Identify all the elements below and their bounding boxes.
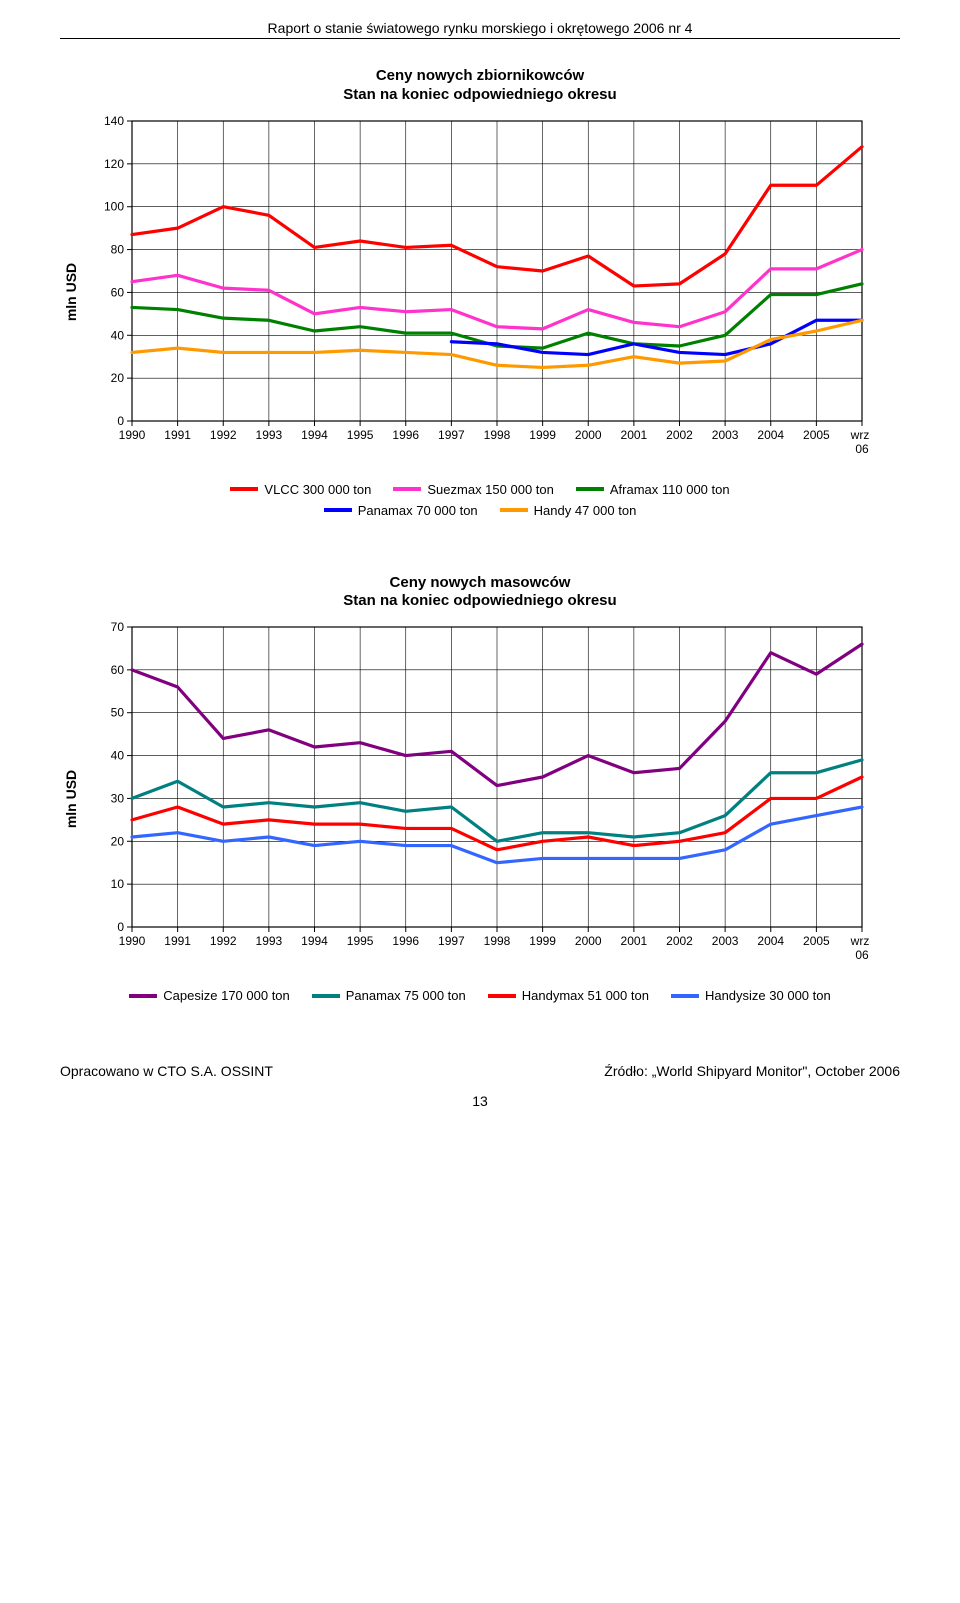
legend-swatch [393,487,421,491]
svg-text:2002: 2002 [666,934,693,948]
legend-item: Panamax 75 000 ton [312,988,466,1003]
svg-text:1995: 1995 [347,934,374,948]
svg-text:2002: 2002 [666,428,693,442]
svg-text:1998: 1998 [484,934,511,948]
page-number: 13 [60,1093,900,1109]
page-header: Raport o stanie światowego rynku morskie… [60,20,900,39]
svg-text:80: 80 [111,242,125,256]
legend-label: Panamax 70 000 ton [358,503,478,518]
svg-text:06: 06 [855,948,869,962]
chart2-title: Ceny nowych masowców Stan na koniec odpo… [60,574,900,612]
svg-text:2004: 2004 [757,428,784,442]
svg-text:0: 0 [117,920,124,934]
svg-text:140: 140 [104,114,124,128]
svg-text:1994: 1994 [301,428,328,442]
legend-item: VLCC 300 000 ton [230,482,371,497]
legend-item: Handysize 30 000 ton [671,988,831,1003]
svg-text:2003: 2003 [712,428,739,442]
svg-text:1994: 1994 [301,934,328,948]
legend-item: Panamax 70 000 ton [324,503,478,518]
svg-text:60: 60 [111,663,125,677]
chart-tankers: Ceny nowych zbiornikowców Stan na koniec… [60,67,900,518]
svg-text:60: 60 [111,285,125,299]
svg-text:1998: 1998 [484,428,511,442]
svg-text:1991: 1991 [164,934,191,948]
svg-text:120: 120 [104,156,124,170]
chart-svg: 0 20 40 60 80 100 120 140 1990 1991 1992 1993 1994 19… [90,113,870,469]
footer-left: Opracowano w CTO S.A. OSSINT [60,1063,273,1079]
legend-label: Suezmax 150 000 ton [427,482,553,497]
chart-bulkers: Ceny nowych masowców Stan na koniec odpo… [60,574,900,1004]
svg-text:1992: 1992 [210,934,237,948]
svg-text:2001: 2001 [621,934,648,948]
chart1-title: Ceny nowych zbiornikowców Stan na koniec… [60,67,900,105]
svg-text:1996: 1996 [392,428,419,442]
legend-item: Capesize 170 000 ton [129,988,289,1003]
svg-text:wrz-: wrz- [850,934,870,948]
svg-text:70: 70 [111,620,125,634]
svg-text:2004: 2004 [757,934,784,948]
svg-text:2005: 2005 [803,428,830,442]
legend-item: Handy 47 000 ton [500,503,637,518]
chart2-legend: Capesize 170 000 ton Panamax 75 000 ton Ha… [90,988,870,1003]
svg-text:1996: 1996 [392,934,419,948]
svg-text:1999: 1999 [529,934,556,948]
svg-text:40: 40 [111,328,125,342]
svg-text:06: 06 [855,442,869,456]
svg-text:2000: 2000 [575,934,602,948]
svg-text:1995: 1995 [347,428,374,442]
svg-text:1993: 1993 [256,934,283,948]
svg-text:1990: 1990 [119,934,146,948]
legend-swatch [129,994,157,998]
chart1-ylabel: mln USD [63,263,79,321]
svg-text:1991: 1991 [164,428,191,442]
svg-text:wrz-: wrz- [850,428,870,442]
footer: Opracowano w CTO S.A. OSSINT Źródło: „Wo… [60,1063,900,1079]
legend-label: Handy 47 000 ton [534,503,637,518]
chart2-title-line2: Stan na koniec odpowiedniego okresu [343,592,616,609]
legend-swatch [230,487,258,491]
legend-label: VLCC 300 000 ton [264,482,371,497]
legend-label: Handysize 30 000 ton [705,988,831,1003]
chart-svg: 0 10 20 30 40 50 60 70 1990 1991 1992 1993 1994 1995 1… [90,619,870,975]
svg-text:1997: 1997 [438,934,465,948]
chart2-ylabel: mln USD [63,769,79,827]
chart2-title-line1: Ceny nowych masowców [390,574,571,591]
svg-text:2005: 2005 [803,934,830,948]
svg-text:2000: 2000 [575,428,602,442]
legend-swatch [576,487,604,491]
legend-item: Handymax 51 000 ton [488,988,649,1003]
legend-label: Aframax 110 000 ton [610,482,730,497]
chart1-title-line1: Ceny nowych zbiornikowców [376,67,584,84]
svg-text:1997: 1997 [438,428,465,442]
svg-text:1992: 1992 [210,428,237,442]
legend-label: Capesize 170 000 ton [163,988,289,1003]
svg-text:0: 0 [117,414,124,428]
svg-text:1999: 1999 [529,428,556,442]
svg-text:1993: 1993 [256,428,283,442]
svg-text:100: 100 [104,199,124,213]
svg-text:10: 10 [111,877,125,891]
svg-text:2001: 2001 [621,428,648,442]
svg-text:20: 20 [111,834,125,848]
legend-item: Suezmax 150 000 ton [393,482,553,497]
legend-label: Panamax 75 000 ton [346,988,466,1003]
legend-label: Handymax 51 000 ton [522,988,649,1003]
footer-right: Źródło: „World Shipyard Monitor", Octobe… [604,1063,900,1079]
legend-swatch [312,994,340,998]
svg-text:50: 50 [111,706,125,720]
svg-text:40: 40 [111,749,125,763]
svg-text:1990: 1990 [119,428,146,442]
legend-swatch [500,508,528,512]
chart1-legend: VLCC 300 000 ton Suezmax 150 000 ton Afram… [170,482,790,518]
chart1-title-line2: Stan na koniec odpowiedniego okresu [343,86,616,103]
svg-text:2003: 2003 [712,934,739,948]
legend-item: Aframax 110 000 ton [576,482,730,497]
legend-swatch [671,994,699,998]
svg-text:20: 20 [111,371,125,385]
legend-swatch [488,994,516,998]
legend-swatch [324,508,352,512]
svg-text:30: 30 [111,791,125,805]
